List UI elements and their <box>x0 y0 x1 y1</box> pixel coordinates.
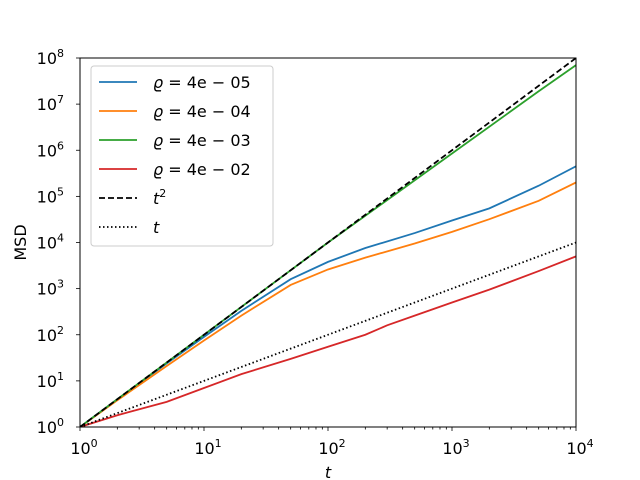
legend-label-1: ϱ = 4e − 04 <box>153 102 251 121</box>
y-tick-label: 107 <box>37 93 64 114</box>
y-tick-label: 105 <box>37 185 64 206</box>
x-axis-label: t <box>325 463 332 480</box>
y-tick-label: 108 <box>37 47 64 68</box>
series-line-1 <box>80 181 576 427</box>
y-tick-label: 102 <box>37 324 64 345</box>
y-tick-label: 103 <box>37 278 64 299</box>
legend-label-4: t2 <box>153 187 166 208</box>
legend: ϱ = 4e − 05 ϱ = 4e − 04 ϱ = 4e − 03 ϱ = 4e … <box>90 65 274 247</box>
legend-label-0: ϱ = 4e − 05 <box>153 73 251 92</box>
y-axis-label: MSD <box>11 224 30 260</box>
y-tick-label: 106 <box>37 139 64 160</box>
legend-box <box>90 65 274 247</box>
x-tick-label: 100 <box>70 437 97 458</box>
x-tick-label: 102 <box>318 437 345 458</box>
series-line-5 <box>80 241 576 427</box>
series-line-4 <box>80 58 576 427</box>
y-tick-label: 104 <box>37 232 64 253</box>
x-tick-label: 104 <box>566 437 593 458</box>
y-tick-label: 101 <box>37 370 64 391</box>
ticks-layer: 100 101 102 103 104 100 101 102 103 104 105 106 107 1… <box>37 47 594 458</box>
legend-label-5: t <box>153 218 160 237</box>
legend-label-3: ϱ = 4e − 02 <box>153 160 251 179</box>
x-tick-label: 101 <box>194 437 221 458</box>
y-tick-label: 100 <box>37 416 64 437</box>
series-layer <box>80 58 576 427</box>
series-line-3 <box>80 255 576 427</box>
x-tick-label: 103 <box>442 437 469 458</box>
legend-label-2: ϱ = 4e − 03 <box>153 131 251 150</box>
